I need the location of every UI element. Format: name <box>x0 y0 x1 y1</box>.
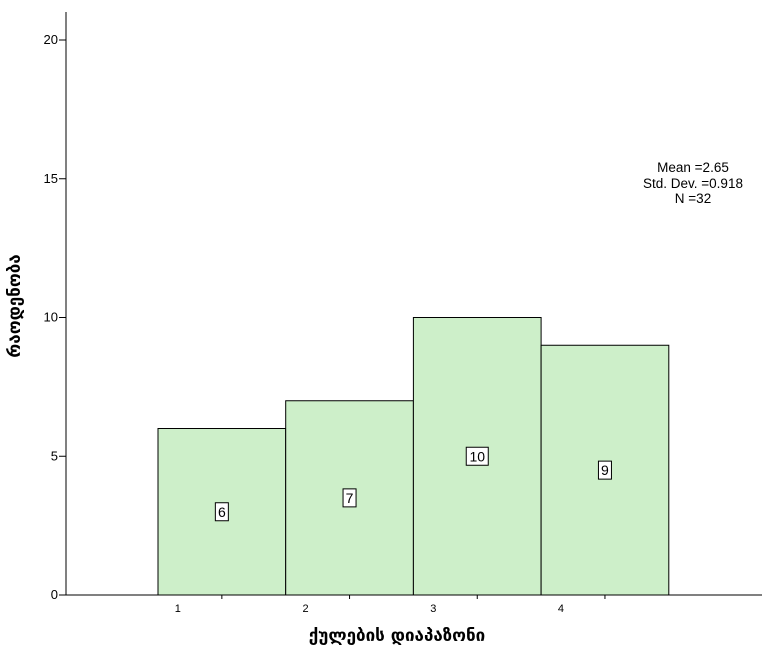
bar-data-label-text: 7 <box>346 490 354 506</box>
bar-data-label-box <box>342 488 357 508</box>
bar-labels-group: 6 7 10 9 <box>214 446 612 522</box>
stats-n: N =32 <box>675 191 711 206</box>
bar-data-label-box <box>214 502 229 522</box>
x-tick-label: 4 <box>558 603 564 615</box>
y-tick-label: 20 <box>44 32 58 47</box>
y-axis-title: რაოდენობა <box>5 254 25 357</box>
y-tick-label: 0 <box>51 587 58 602</box>
bar-data-label-box <box>465 446 489 466</box>
bar-data-label-text: 10 <box>469 448 485 464</box>
bar-data-label-text: 6 <box>218 504 226 520</box>
bar-data-label-text: 9 <box>601 462 609 478</box>
statistics-box: Mean =2.65 Std. Dev. =0.918 N =32 <box>643 160 743 206</box>
bar-data-label: 6 <box>214 502 229 522</box>
x-tick-label: 1 <box>175 603 181 615</box>
stats-std-dev: Std. Dev. =0.918 <box>643 176 743 191</box>
bars-group <box>157 317 670 596</box>
x-tick-label: 2 <box>302 603 308 615</box>
bar-data-label: 7 <box>342 488 357 508</box>
bar-data-label: 9 <box>597 460 612 480</box>
y-tick-label: 10 <box>44 310 58 325</box>
stats-mean: Mean =2.65 <box>657 160 729 175</box>
x-ticks-group: 1 2 3 4 <box>175 595 606 615</box>
x-tick-label: 3 <box>430 603 436 615</box>
y-ticks-group: 0 5 10 15 20 <box>44 32 66 602</box>
bar-data-label: 10 <box>465 446 489 466</box>
bar-data-label-box <box>597 460 612 480</box>
x-axis-title: ქულების დიაპაზონი <box>309 626 485 646</box>
y-tick-label: 15 <box>44 171 58 186</box>
y-tick-label: 5 <box>51 448 58 463</box>
